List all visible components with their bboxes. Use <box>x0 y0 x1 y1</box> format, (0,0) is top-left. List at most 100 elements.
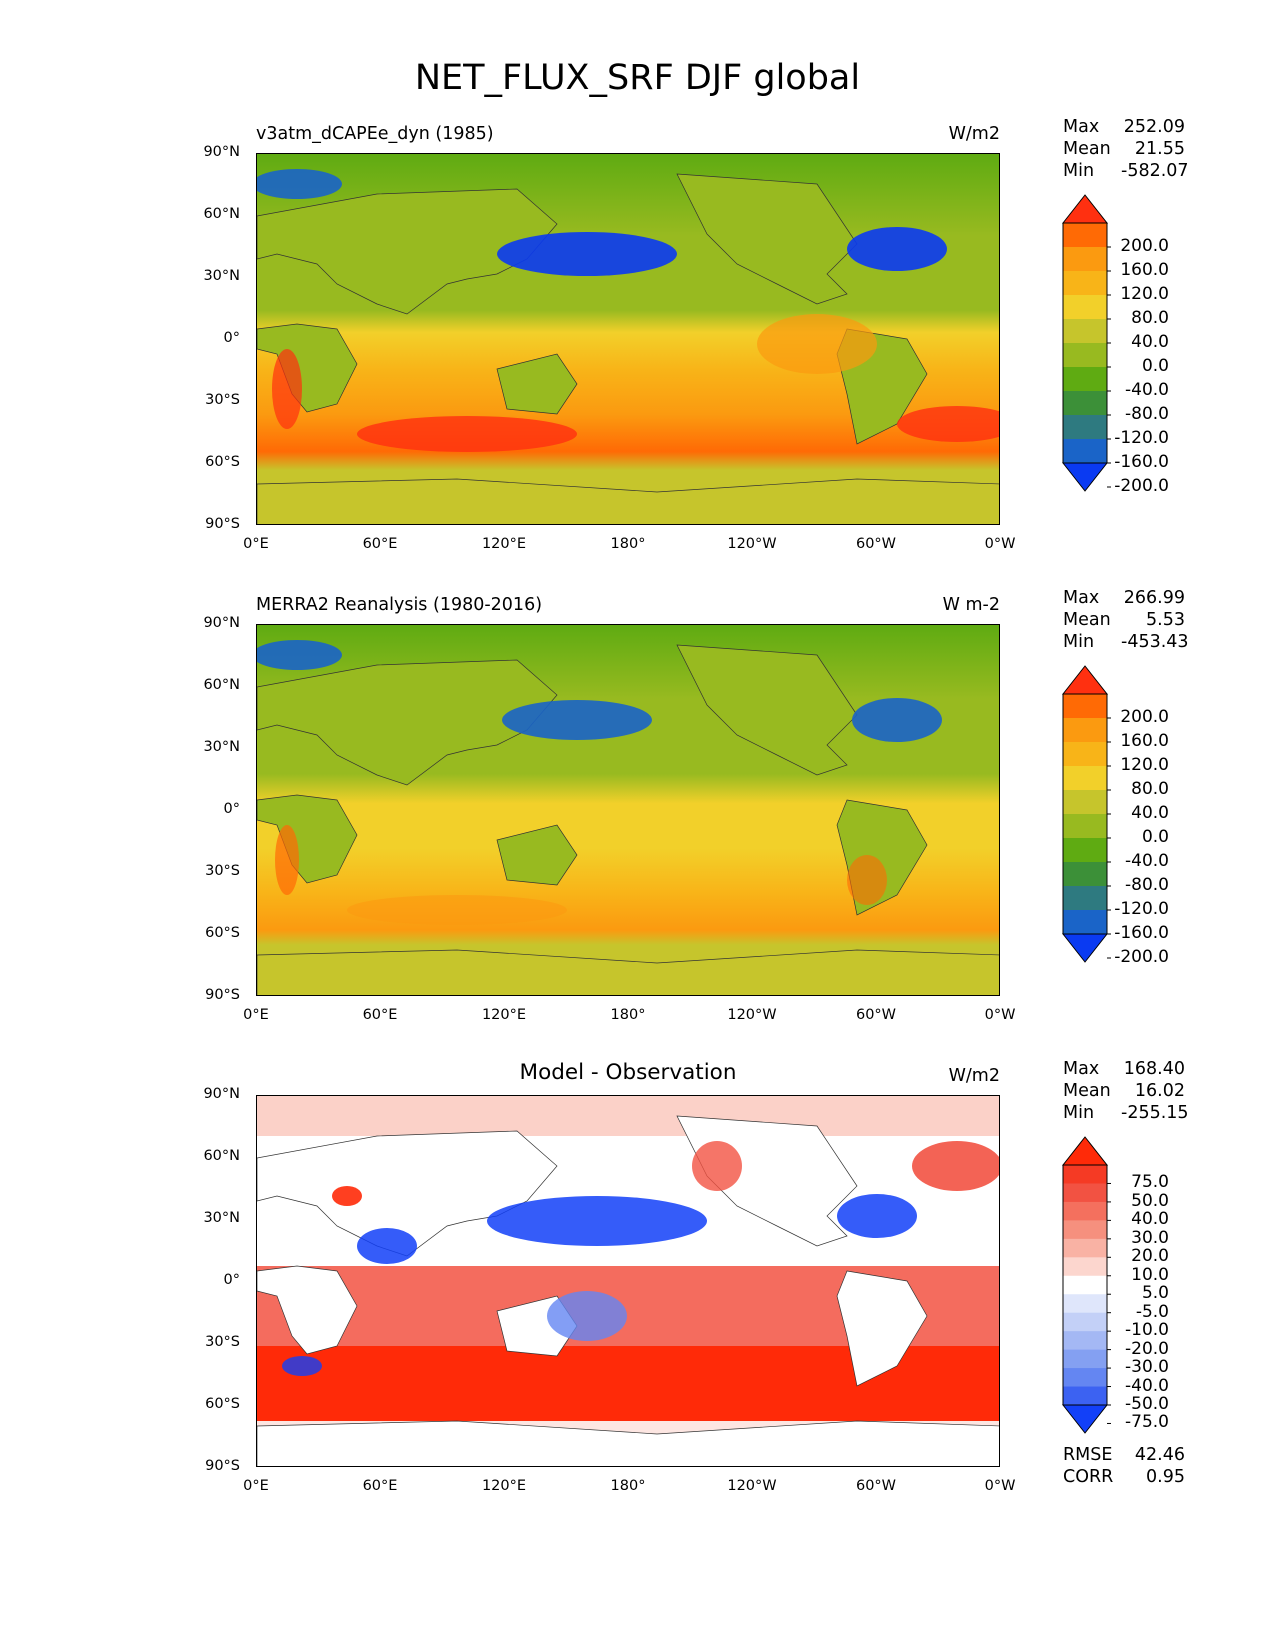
colorbar-extend-min <box>1061 1404 1109 1434</box>
panel-title: v3atm_dCAPEe_dyn (1985) <box>256 124 494 144</box>
colorbar-tick-label: 200.0 <box>1120 707 1169 727</box>
x-tick: 60°E <box>362 1007 398 1023</box>
colorbar-frame <box>1062 1164 1108 1406</box>
stat-min: Min -255.15 <box>1063 1103 1189 1123</box>
y-tick: 0° <box>223 1272 240 1288</box>
y-tick: 30°S <box>205 1334 240 1350</box>
colorbar-segment <box>1063 1201 1107 1221</box>
colorbar-tick-label: -75.0 <box>1125 1412 1169 1433</box>
y-tick: 30°N <box>203 268 240 284</box>
y-tick: 60°S <box>205 1396 240 1412</box>
colorbar-tick-label: 0.0 <box>1141 356 1169 376</box>
units-label: W/m2 <box>948 1066 1000 1086</box>
colorbar-segment <box>1063 343 1107 368</box>
y-tick: 30°N <box>203 1210 240 1226</box>
y-tick: 90°S <box>205 516 240 532</box>
stat-min: Min -582.07 <box>1063 161 1189 181</box>
x-tick: 60°W <box>855 1478 897 1494</box>
y-tick: 90°S <box>205 987 240 1003</box>
colorbar-segment <box>1063 814 1107 839</box>
x-tick: 0°W <box>984 536 1016 552</box>
units-label: W m-2 <box>942 595 1000 615</box>
colorbar-segment <box>1063 790 1107 815</box>
stat-max: Max 266.99 <box>1063 588 1185 608</box>
colorbar-tick-label: 50.0 <box>1131 1190 1169 1211</box>
colorbar-tick-label: 40.0 <box>1131 332 1169 352</box>
colorbar-tick-label: 160.0 <box>1120 260 1169 280</box>
colorbar-segment <box>1063 1368 1107 1388</box>
y-tick: 60°N <box>203 677 240 693</box>
y-tick: 60°N <box>203 206 240 222</box>
colorbar-segment <box>1063 1386 1107 1406</box>
stat-max-value: 168.40 <box>1123 1059 1185 1079</box>
colorbar-segment <box>1063 1349 1107 1369</box>
x-tick: 180° <box>610 1007 646 1023</box>
stat-max: Max 168.40 <box>1063 1059 1185 1079</box>
colorbar <box>1061 1136 1111 1434</box>
colorbar-tick-label: -80.0 <box>1125 875 1169 895</box>
colorbar-tick-label: -200.0 <box>1114 947 1169 967</box>
colorbar-tick-label: 30.0 <box>1131 1227 1169 1248</box>
colorbar-extend-max <box>1061 1136 1109 1166</box>
panel-title: MERRA2 Reanalysis (1980-2016) <box>256 595 543 615</box>
colorbar-tick-label: -80.0 <box>1125 404 1169 424</box>
stat-mean: Mean 16.02 <box>1063 1081 1185 1101</box>
colorbar-segment <box>1063 1275 1107 1295</box>
stat-mean: Mean 5.53 <box>1063 610 1185 630</box>
y-tick: 30°S <box>205 392 240 408</box>
colorbar-tick-label: 80.0 <box>1131 308 1169 328</box>
colorbar-tick-label: -40.0 <box>1125 380 1169 400</box>
y-tick: 0° <box>223 801 240 817</box>
x-tick: 60°W <box>855 1007 897 1023</box>
colorbar-tick-label: 160.0 <box>1120 731 1169 751</box>
colorbar-tick-label: 20.0 <box>1131 1246 1169 1267</box>
y-tick: 60°N <box>203 1148 240 1164</box>
colorbar-segment <box>1063 766 1107 791</box>
colorbar-tick-label: -40.0 <box>1125 1375 1169 1396</box>
colorbar-segment <box>1063 1238 1107 1258</box>
colorbar-segment <box>1063 295 1107 320</box>
units-label: W/m2 <box>948 124 1000 144</box>
figure-title: NET_FLUX_SRF DJF global <box>414 58 861 98</box>
x-tick: 120°W <box>727 1007 777 1023</box>
colorbar-tick-label: -10.0 <box>1125 1320 1169 1341</box>
x-tick: 120°W <box>727 536 777 552</box>
colorbar-tick-label: 120.0 <box>1120 284 1169 304</box>
colorbar-segment <box>1063 247 1107 272</box>
stat-mean-value: 21.55 <box>1134 139 1185 159</box>
stat-rmse: RMSE 42.46 <box>1063 1445 1185 1465</box>
colorbar-extend-max <box>1061 194 1109 224</box>
x-tick: 180° <box>610 1478 646 1494</box>
x-tick: 120°E <box>481 1007 527 1023</box>
colorbar-tick-label: -200.0 <box>1114 476 1169 496</box>
heatmap-field <box>257 625 999 995</box>
colorbar-tick-label: 10.0 <box>1131 1264 1169 1285</box>
stat-mean-value: 5.53 <box>1146 610 1185 630</box>
colorbar <box>1061 194 1111 492</box>
colorbar-segment <box>1063 391 1107 416</box>
stat-min-value: -453.43 <box>1121 632 1189 652</box>
y-tick: 60°S <box>205 925 240 941</box>
colorbar-segment <box>1063 367 1107 392</box>
stat-max-value: 266.99 <box>1123 588 1185 608</box>
stat-rmse-value: 42.46 <box>1134 1445 1185 1465</box>
x-tick: 0°E <box>243 1478 269 1494</box>
map-plot <box>256 153 1000 525</box>
colorbar-tick-label: -5.0 <box>1135 1301 1169 1322</box>
x-tick: 60°E <box>362 1478 398 1494</box>
x-tick: 180° <box>610 536 646 552</box>
stat-max-value: 252.09 <box>1123 117 1185 137</box>
colorbar-segment <box>1063 1183 1107 1203</box>
stat-corr: CORR 0.95 <box>1063 1467 1185 1487</box>
map-plot <box>256 1095 1000 1467</box>
colorbar-segment <box>1063 271 1107 296</box>
colorbar-segment <box>1063 319 1107 344</box>
colorbar-segment <box>1063 415 1107 440</box>
colorbar-tick-label: -30.0 <box>1125 1357 1169 1378</box>
colorbar-tick-label: -160.0 <box>1114 923 1169 943</box>
colorbar-tick-label: 0.0 <box>1141 827 1169 847</box>
colorbar-segment <box>1063 718 1107 743</box>
y-tick: 0° <box>223 330 240 346</box>
colorbar-segment <box>1063 1331 1107 1351</box>
stat-mean-value: 16.02 <box>1134 1081 1185 1101</box>
